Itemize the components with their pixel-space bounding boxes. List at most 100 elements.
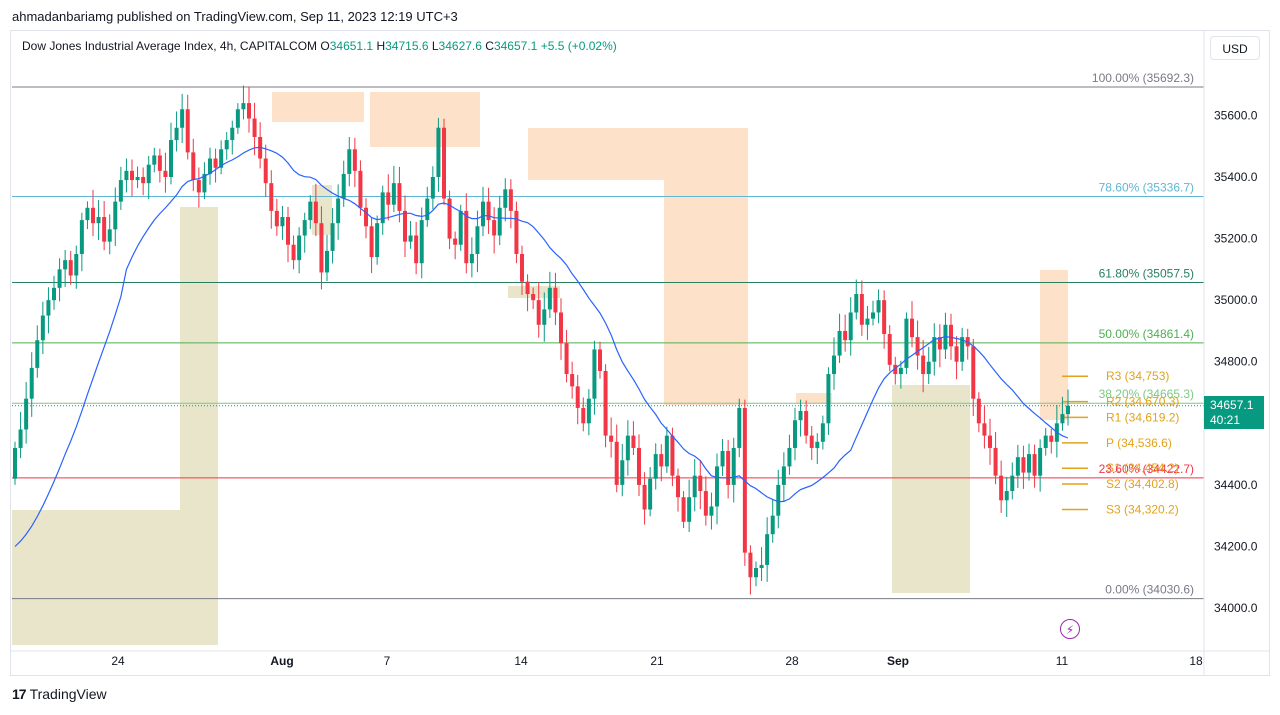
candle-body bbox=[196, 180, 201, 193]
candle-body bbox=[1021, 457, 1026, 473]
candle-body bbox=[960, 337, 965, 362]
fib-level-label: 23.60% (34422.7) bbox=[1099, 462, 1194, 476]
close-value: 34657.1 bbox=[493, 39, 538, 53]
highlight-zone bbox=[12, 510, 180, 645]
candle-body bbox=[313, 201, 318, 224]
candle-body bbox=[715, 466, 719, 507]
candle-body bbox=[442, 127, 446, 199]
price-axis: 35600.0 35400.0 35200.0 35000.0 34800.0 34400… bbox=[1214, 108, 1258, 615]
tradingview-logo[interactable]: 17 TradingView bbox=[12, 686, 107, 702]
candle-body bbox=[1004, 491, 1009, 501]
candle-body bbox=[781, 466, 786, 485]
fib-level-label: 100.00% (35692.3) bbox=[1092, 71, 1194, 85]
fib-level-label: 38.20% (34665.3) bbox=[1099, 387, 1194, 401]
candle-body bbox=[999, 475, 1004, 501]
candle-body bbox=[631, 435, 636, 448]
candle-body bbox=[915, 337, 920, 356]
candle-body bbox=[252, 118, 257, 137]
candle-body bbox=[302, 220, 307, 236]
open-value: 34651.1 bbox=[329, 39, 374, 53]
candle-body bbox=[157, 155, 162, 171]
candle-body bbox=[581, 407, 586, 424]
candle-body bbox=[130, 170, 134, 181]
candle-body bbox=[124, 170, 129, 181]
candle-body bbox=[63, 260, 68, 270]
candle-body bbox=[453, 238, 458, 245]
publish-info: ahmadanbariamg published on TradingView.… bbox=[12, 9, 458, 24]
candle-body bbox=[419, 220, 424, 264]
candle-body bbox=[274, 210, 279, 227]
fib-level-label: 0.00% (34030.6) bbox=[1105, 583, 1194, 597]
candle-body bbox=[642, 484, 647, 510]
close-label: C bbox=[485, 39, 494, 53]
candle-body bbox=[325, 250, 329, 273]
time-tick-label: 14 bbox=[514, 654, 528, 668]
candle-body bbox=[520, 253, 524, 282]
candle-body bbox=[609, 435, 614, 442]
candle-body bbox=[1038, 447, 1043, 476]
candle-body bbox=[57, 269, 62, 288]
candle-body bbox=[330, 223, 335, 251]
candle-body bbox=[921, 355, 926, 375]
candle-body bbox=[213, 158, 218, 168]
change-value: +5.5 (+0.02%) bbox=[540, 39, 617, 53]
bar-countdown: 40:21 bbox=[1210, 413, 1241, 427]
bolt-icon[interactable]: ⚡ bbox=[1060, 619, 1080, 639]
candle-body bbox=[670, 435, 675, 476]
candle-body bbox=[676, 475, 680, 498]
candle-body bbox=[871, 312, 875, 319]
candle-body bbox=[263, 158, 268, 184]
candle-body bbox=[280, 217, 285, 227]
candle-body bbox=[497, 207, 502, 236]
candle-body bbox=[937, 337, 942, 350]
candle-body bbox=[247, 103, 251, 119]
candle-body bbox=[993, 447, 998, 476]
candle-body bbox=[586, 398, 591, 424]
candle-body bbox=[731, 447, 736, 485]
candle-body bbox=[364, 207, 368, 227]
candle-body bbox=[79, 220, 84, 254]
candle-body bbox=[447, 198, 452, 239]
candle-body bbox=[403, 210, 407, 242]
pivot-points: R3 (34,753) R2 (34,670.3)R1 (34,619.2) P (… bbox=[1062, 369, 1179, 516]
candle-body bbox=[826, 374, 831, 424]
candle-body bbox=[85, 207, 90, 221]
highlight-zone bbox=[180, 207, 218, 645]
candle-body bbox=[770, 515, 775, 535]
candle-body bbox=[971, 346, 976, 399]
time-tick-label: Sep bbox=[887, 654, 909, 668]
time-tick-label: Aug bbox=[270, 654, 293, 668]
candle-body bbox=[648, 478, 653, 510]
candle-body bbox=[358, 170, 363, 208]
candle-body bbox=[369, 226, 374, 258]
candle-body bbox=[341, 173, 346, 199]
candle-body bbox=[1060, 414, 1065, 424]
candle-body bbox=[1032, 454, 1037, 476]
candle-body bbox=[637, 447, 641, 485]
candle-body bbox=[102, 217, 107, 242]
candle-body bbox=[854, 294, 859, 313]
candle-body bbox=[793, 420, 797, 448]
candle-body bbox=[458, 210, 463, 245]
symbol-legend: Dow Jones Industrial Average Index, 4h, … bbox=[22, 39, 617, 53]
candle-body bbox=[347, 149, 352, 174]
highlight-zone bbox=[892, 385, 970, 593]
time-tick-label: 7 bbox=[384, 654, 391, 668]
candle-body bbox=[754, 568, 758, 578]
candle-body bbox=[352, 149, 357, 171]
candle-body bbox=[809, 435, 814, 448]
candle-body bbox=[664, 435, 669, 467]
time-tick-label: 28 bbox=[785, 654, 799, 668]
candle-body bbox=[592, 349, 597, 399]
candle-body bbox=[1066, 405, 1070, 415]
fib-level-label: 50.00% (34861.4) bbox=[1099, 327, 1194, 341]
candle-body bbox=[118, 180, 123, 202]
candle-body bbox=[169, 140, 173, 177]
low-value: 34627.6 bbox=[438, 39, 482, 53]
currency-button[interactable]: USD bbox=[1210, 36, 1260, 60]
candle-body bbox=[202, 173, 207, 193]
fib-retracement: 100.00% (35692.3) 78.60% (35336.7) 61.80% … bbox=[12, 71, 1204, 600]
candle-body bbox=[24, 398, 29, 430]
chart-frame[interactable] bbox=[10, 30, 1270, 676]
